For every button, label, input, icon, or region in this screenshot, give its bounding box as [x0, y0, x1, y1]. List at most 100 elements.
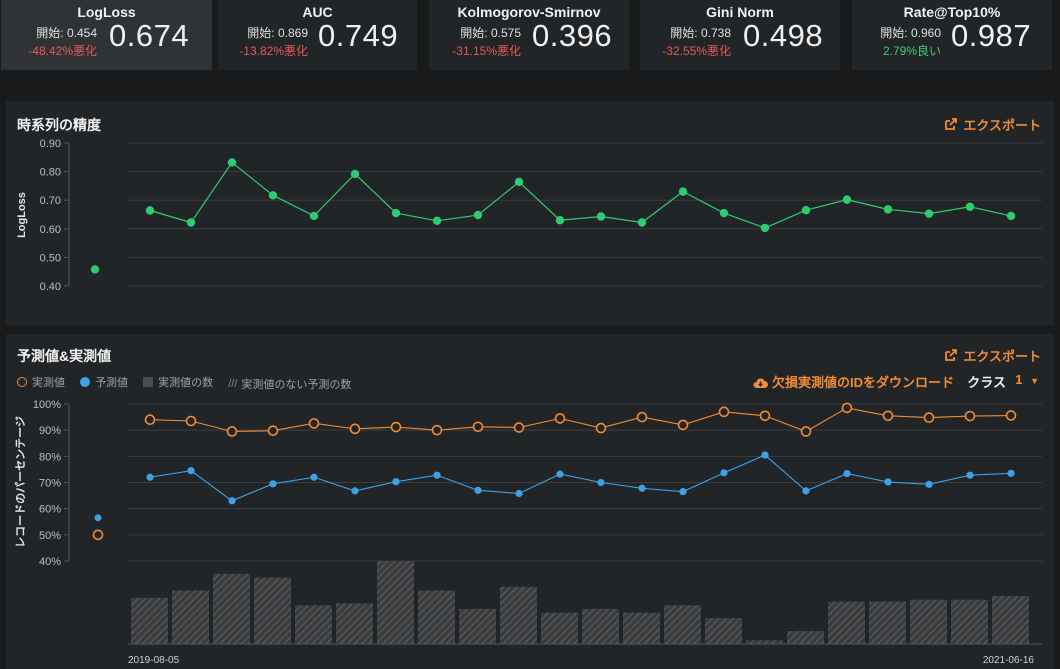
metric-change: -32.55%悪化	[662, 44, 731, 58]
accuracy-export-button[interactable]: エクスポート	[945, 115, 1041, 134]
legend-actual[interactable]: 実測値	[17, 374, 65, 390]
metric-tile-logloss[interactable]: LogLoss 開始: 0.454 -48.42%悪化 0.674	[1, 0, 212, 70]
y-tick-label: 0.50	[40, 252, 61, 264]
logloss-line	[149, 161, 1012, 229]
logloss-point	[145, 206, 155, 215]
hatch-marker-icon: ///	[228, 378, 238, 390]
actual-point	[882, 410, 894, 422]
legend-predicted[interactable]: 予測値	[80, 374, 128, 390]
actual-point	[923, 412, 935, 423]
baseline-predicted-point	[94, 514, 102, 522]
logloss-point	[432, 216, 442, 225]
legend-actual-count[interactable]: 実測値の数	[143, 374, 213, 390]
count-bar	[787, 631, 824, 644]
logloss-point	[268, 191, 278, 200]
metric-tile-ks[interactable]: Kolmogorov-Smirnov 開始: 0.575 -31.15%悪化 0…	[429, 0, 629, 70]
y-tick-label: 50%	[39, 530, 61, 542]
export-icon	[945, 349, 958, 364]
metric-name: Rate@Top10%	[903, 4, 1001, 20]
predicted-point	[720, 469, 728, 477]
legend-predicted-label: 予測値	[95, 377, 129, 389]
metric-change: -48.42%悪化	[28, 44, 97, 58]
logloss-point	[965, 202, 975, 211]
count-bar	[418, 590, 455, 644]
count-bar	[705, 618, 742, 644]
predicted-point	[187, 467, 195, 475]
actual-point	[595, 422, 607, 434]
logloss-point	[1006, 211, 1016, 221]
y-axis-label: LogLoss	[16, 192, 28, 238]
actual-point	[472, 421, 484, 433]
logloss-point	[801, 206, 811, 215]
legend-actual-label: 実測値	[32, 377, 65, 389]
predicted-point	[474, 486, 482, 494]
class-select[interactable]: 1 ▼	[1015, 372, 1039, 387]
predicted-point	[802, 487, 810, 495]
export-icon	[945, 118, 958, 133]
y-tick-label: 60%	[39, 504, 61, 516]
metric-change: 2.79%良い	[882, 44, 941, 58]
pred-actual-chart: 100% 90% 80% 70% 60% 50% 40% レコードのパーセンテージ 2019-0…	[14, 399, 1042, 666]
metric-tile-gini[interactable]: Gini Norm 開始: 0.738 -32.55%悪化 0.498	[640, 0, 840, 70]
metric-value: 0.498	[743, 18, 824, 53]
metric-value: 0.749	[318, 18, 399, 53]
download-missing-ids-button[interactable]: 欠損実測値のIDをダウンロード	[753, 372, 954, 392]
logloss-point	[227, 158, 237, 167]
count-bar	[172, 590, 209, 644]
predicted-point	[761, 451, 769, 459]
y-tick-label: 100%	[33, 399, 61, 411]
count-bar	[254, 577, 291, 644]
metric-name: AUC	[302, 4, 333, 20]
predicted-point	[884, 478, 892, 486]
y-tick-label: 0.90	[40, 138, 61, 150]
actual-line	[149, 407, 1012, 433]
class-label: クラス	[967, 375, 1006, 390]
pred-export-label: エクスポート	[963, 349, 1041, 364]
logloss-point	[186, 218, 196, 227]
y-axis-label: レコードのパーセンテージ	[14, 416, 27, 548]
logloss-point	[555, 216, 565, 225]
predicted-point	[392, 478, 400, 486]
count-bar	[910, 599, 947, 644]
actual-point	[267, 425, 279, 436]
logloss-point	[924, 209, 934, 218]
metric-tile-auc[interactable]: AUC 開始: 0.869 -13.82%悪化 0.749	[218, 0, 417, 70]
predicted-point	[146, 473, 154, 481]
actual-point	[759, 410, 771, 422]
predicted-point	[310, 473, 318, 481]
count-bar	[459, 608, 496, 644]
download-missing-ids-label: 欠損実測値のIDをダウンロード	[771, 375, 954, 390]
metric-value: 0.396	[532, 18, 613, 53]
count-bar	[541, 612, 578, 644]
metric-name: LogLoss	[77, 4, 136, 20]
y-tick-label: 90%	[39, 425, 61, 437]
metric-value: 0.987	[951, 18, 1032, 53]
actual-point	[308, 418, 320, 429]
y-tick-label: 0.60	[40, 224, 61, 236]
x-start-label: 2019-08-05	[128, 655, 180, 666]
count-bar	[746, 640, 783, 644]
count-bar	[500, 586, 537, 644]
count-bar	[992, 596, 1029, 644]
actual-point	[226, 426, 238, 437]
metric-change: -31.15%悪化	[452, 44, 521, 58]
metric-value: 0.674	[109, 18, 190, 53]
actual-point	[144, 414, 156, 425]
predicted-point	[679, 488, 687, 496]
x-end-label: 2021-06-16	[983, 655, 1035, 666]
actual-point	[554, 413, 566, 424]
pred-export-button[interactable]: エクスポート	[945, 346, 1041, 365]
actual-point	[964, 410, 976, 422]
metric-start: 開始: 0.738	[670, 26, 731, 40]
logloss-point	[350, 169, 360, 179]
logloss-point	[596, 212, 606, 221]
predicted-point	[638, 484, 646, 492]
metric-tile-rate-top10[interactable]: Rate@Top10% 開始: 0.960 2.79%良い 0.987	[852, 0, 1052, 70]
actual-point	[349, 423, 361, 435]
pred-legend: 実測値 予測値 実測値の数 ///実測値のない予測の数	[17, 374, 363, 392]
baseline-point	[90, 265, 100, 274]
legend-no-actual-count[interactable]: ///実測値のない予測の数	[228, 376, 351, 392]
predicted-point	[556, 470, 564, 478]
logloss-point	[883, 205, 893, 214]
accuracy-over-time-panel: 時系列の精度 エクスポート 0.90 0.80 0.70 0.60 0.50 0.40 Lo…	[6, 101, 1054, 325]
